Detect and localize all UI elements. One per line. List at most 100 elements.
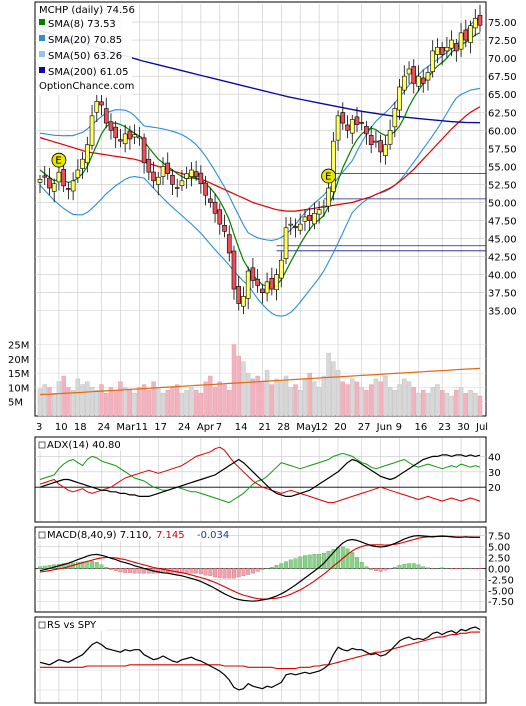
macd-histogram-bar (426, 567, 430, 569)
legend-sma50: SMA(50) 63.26 (48, 51, 122, 62)
volume-bar (345, 384, 350, 417)
candle-body (383, 144, 388, 156)
volume-bar (468, 390, 473, 417)
price-tick-label: 62.50 (488, 108, 517, 119)
volume-bar (302, 378, 308, 417)
volume-bar (236, 355, 241, 417)
candle-body (359, 122, 365, 124)
candle-body (151, 171, 156, 182)
macd-histogram-bar (444, 568, 449, 570)
volume-bar (99, 384, 104, 417)
candle-body (458, 32, 464, 50)
candle-body (430, 50, 435, 72)
candle-body (108, 121, 114, 131)
candle-body (477, 15, 483, 26)
candle-body (42, 175, 48, 178)
volume-bar (307, 372, 312, 417)
volume-bar (141, 384, 147, 417)
candle-body (189, 169, 194, 177)
adx-tick-label: 40 (488, 452, 501, 463)
price-tick-label: 50.00 (488, 198, 517, 209)
macd-label-bg (36, 528, 224, 541)
macd-histogram-bar (293, 558, 298, 569)
volume-bar (435, 384, 440, 417)
candle-body (174, 187, 180, 189)
candle-body (231, 250, 237, 290)
x-tick-label: 10 (55, 422, 68, 433)
macd-histogram-bar (378, 568, 383, 572)
volume-bar (132, 392, 137, 417)
macd-histogram-bar (421, 566, 426, 569)
macd-tick-label: -5.00 (488, 586, 514, 597)
rs-label-swatch (38, 621, 46, 629)
volume-bar (127, 390, 133, 417)
volume-bar (454, 390, 459, 417)
candle-body (260, 288, 265, 293)
x-tick-label: 7 (216, 422, 222, 433)
volume-bar (321, 375, 327, 417)
legend-symbol: MCHP (daily) 74.56 (39, 5, 135, 16)
macd-histogram-bar (42, 565, 47, 569)
volume-bar (439, 390, 445, 417)
candle-body (80, 158, 85, 169)
volume-bar (340, 381, 345, 417)
minus-di-line (39, 446, 481, 504)
legend-swatch-sma200 (39, 67, 45, 73)
candle-body (392, 108, 398, 128)
x-tick-label: 12 (315, 422, 328, 433)
volume-bar (104, 392, 109, 417)
macd-histogram-bar (359, 562, 364, 569)
macd-histogram-bar (250, 568, 255, 574)
volume-bar (203, 381, 208, 417)
candle-body (316, 209, 322, 215)
adx-label: ADX(14) 40.80 (47, 440, 121, 451)
candle-body (312, 213, 317, 225)
candle-body (70, 180, 76, 192)
volume-tick-label: 20M (8, 355, 29, 366)
price-tick-label: 65.00 (488, 90, 517, 101)
candle-body (122, 133, 128, 145)
macd-histogram-bar (241, 568, 246, 576)
volume-bar (113, 390, 118, 417)
macd-histogram-bar (373, 568, 378, 572)
volume-bar (89, 387, 95, 417)
volume-bar (250, 378, 256, 417)
macd-tick-label: 0.00 (488, 564, 510, 575)
candle-body (146, 158, 152, 173)
volume-bar (193, 390, 199, 417)
volume-bar (227, 390, 232, 417)
macd-histogram-bar (146, 568, 151, 574)
macd-histogram-bar (189, 568, 194, 574)
macd-histogram-bar (284, 561, 288, 569)
macd-histogram-bar (90, 560, 94, 569)
volume-bar (245, 372, 251, 417)
macd-histogram-bar (459, 568, 464, 570)
macd-histogram-bar (463, 568, 468, 570)
volume-bar (70, 390, 76, 417)
volume-bar (444, 392, 450, 417)
candle-body (75, 169, 81, 179)
volume-bar (274, 378, 279, 417)
candle-body (420, 77, 426, 84)
candle-body (321, 205, 327, 208)
candle-body (236, 286, 242, 304)
candle-body (349, 119, 355, 134)
macd-histogram-bar (104, 567, 109, 569)
candle-body (184, 173, 189, 179)
volume-bar (463, 392, 469, 417)
x-tick-label: 9 (396, 422, 402, 433)
volume-bar (288, 387, 293, 417)
candle-body (160, 166, 166, 177)
macd-tick-label: -7.50 (488, 597, 514, 608)
candle-body (340, 112, 346, 124)
candle-body (245, 270, 251, 299)
price-tick-label: 55.00 (488, 162, 517, 173)
volume-bar (364, 390, 369, 417)
x-tick-label: 24 (178, 422, 191, 433)
macd-histogram-bar (246, 568, 251, 575)
macd-histogram-bar (397, 565, 402, 569)
candle-body (378, 140, 383, 153)
macd-histogram-bar (118, 568, 123, 573)
volume-bar (359, 387, 364, 417)
earnings-marker (321, 168, 337, 184)
